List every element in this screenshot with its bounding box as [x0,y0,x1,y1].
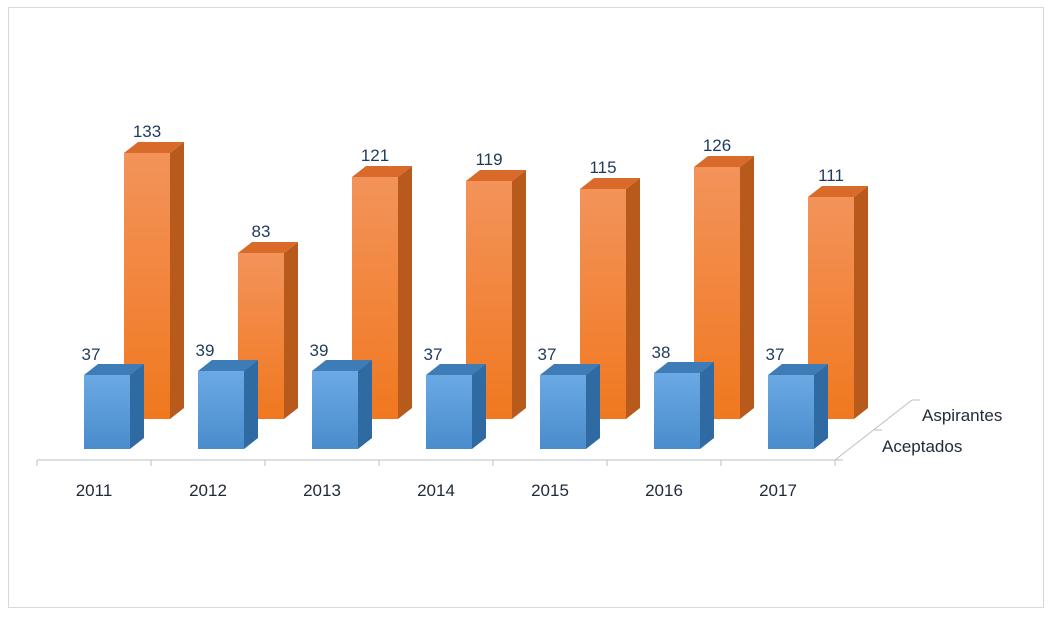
aspirantes-bar-side [854,186,868,419]
aceptados-bar-front [426,375,472,449]
aceptados-bar-front [198,371,244,449]
aceptados-bar-top [540,364,600,375]
aceptados-bar-side [586,364,600,449]
aceptados-bar-top [426,364,486,375]
aceptados-data-label: 39 [310,341,329,360]
label-layer: 133 37 2011 83 39 2012 121 39 2013 119 37 2014 115 37… [76,122,1003,500]
aceptados-data-label: 38 [652,343,671,362]
aceptados-bar-side [700,362,714,449]
category-tick-label: 2017 [759,481,797,500]
aceptados-bar-side [358,360,372,449]
aceptados-bar-top [654,362,714,373]
aceptados-bar [312,360,372,449]
aspirantes-data-label: 133 [133,122,161,141]
aceptados-bar-top [312,360,372,371]
aspirantes-data-label: 115 [589,158,616,177]
aspirantes-bar-top [466,170,526,181]
category-tick-label: 2015 [531,481,569,500]
aceptados-data-label: 37 [82,345,101,364]
aceptados-bar-front [84,375,130,449]
axis-layer [36,399,920,466]
aspirantes-bar-top [808,186,868,197]
aspirantes-data-label: 111 [818,166,844,185]
aspirantes-data-label: 119 [475,150,502,169]
aceptados-bar-front [312,371,358,449]
aspirantes-bar-top [694,156,754,167]
aceptados-data-label: 37 [538,345,557,364]
series-label-aspirantes: Aspirantes [922,406,1002,425]
aceptados-bar [426,364,486,449]
aspirantes-bar [694,156,754,419]
aceptados-bar-top [198,360,258,371]
aceptados-data-label: 37 [424,345,443,364]
aceptados-bar-side [130,364,144,449]
aceptados-bar [540,364,600,449]
aceptados-data-label: 39 [196,341,215,360]
aspirantes-bar-top [580,178,640,189]
aceptados-bar-side [472,364,486,449]
aspirantes-bar-side [170,142,184,419]
aspirantes-bar-side [626,178,640,419]
series-label-aceptados: Aceptados [882,437,962,456]
aspirantes-bar-side [398,166,412,419]
depth-axis-line [834,399,913,461]
aspirantes-bar-side [284,242,298,419]
aceptados-series [84,360,828,449]
aceptados-bar [198,360,258,449]
category-tick-label: 2011 [76,481,113,500]
aspirantes-bar-top [124,142,184,153]
aceptados-bar [654,362,714,449]
aceptados-bar-side [244,360,258,449]
aceptados-data-label: 37 [766,345,785,364]
aceptados-bar-front [540,375,586,449]
category-tick-label: 2014 [417,481,455,500]
aspirantes-data-label: 83 [252,222,271,241]
aceptados-bar [768,364,828,449]
category-tick-label: 2012 [189,481,227,500]
category-tick-label: 2016 [645,481,683,500]
aspirantes-bar-side [740,156,754,419]
aspirantes-data-label: 126 [703,136,731,155]
category-tick-label: 2013 [303,481,341,500]
aspirantes-bar [580,178,640,419]
aspirantes-bar-side [512,170,526,419]
aspirantes-bar-top [238,242,298,253]
aceptados-bar-front [654,373,700,449]
aspirantes-data-label: 121 [361,146,389,165]
aceptados-bar-front [768,375,814,449]
aceptados-bar-top [768,364,828,375]
aceptados-bar [84,364,144,449]
aspirantes-bar-top [352,166,412,177]
aceptados-bar-top [84,364,144,375]
aceptados-bar-side [814,364,828,449]
